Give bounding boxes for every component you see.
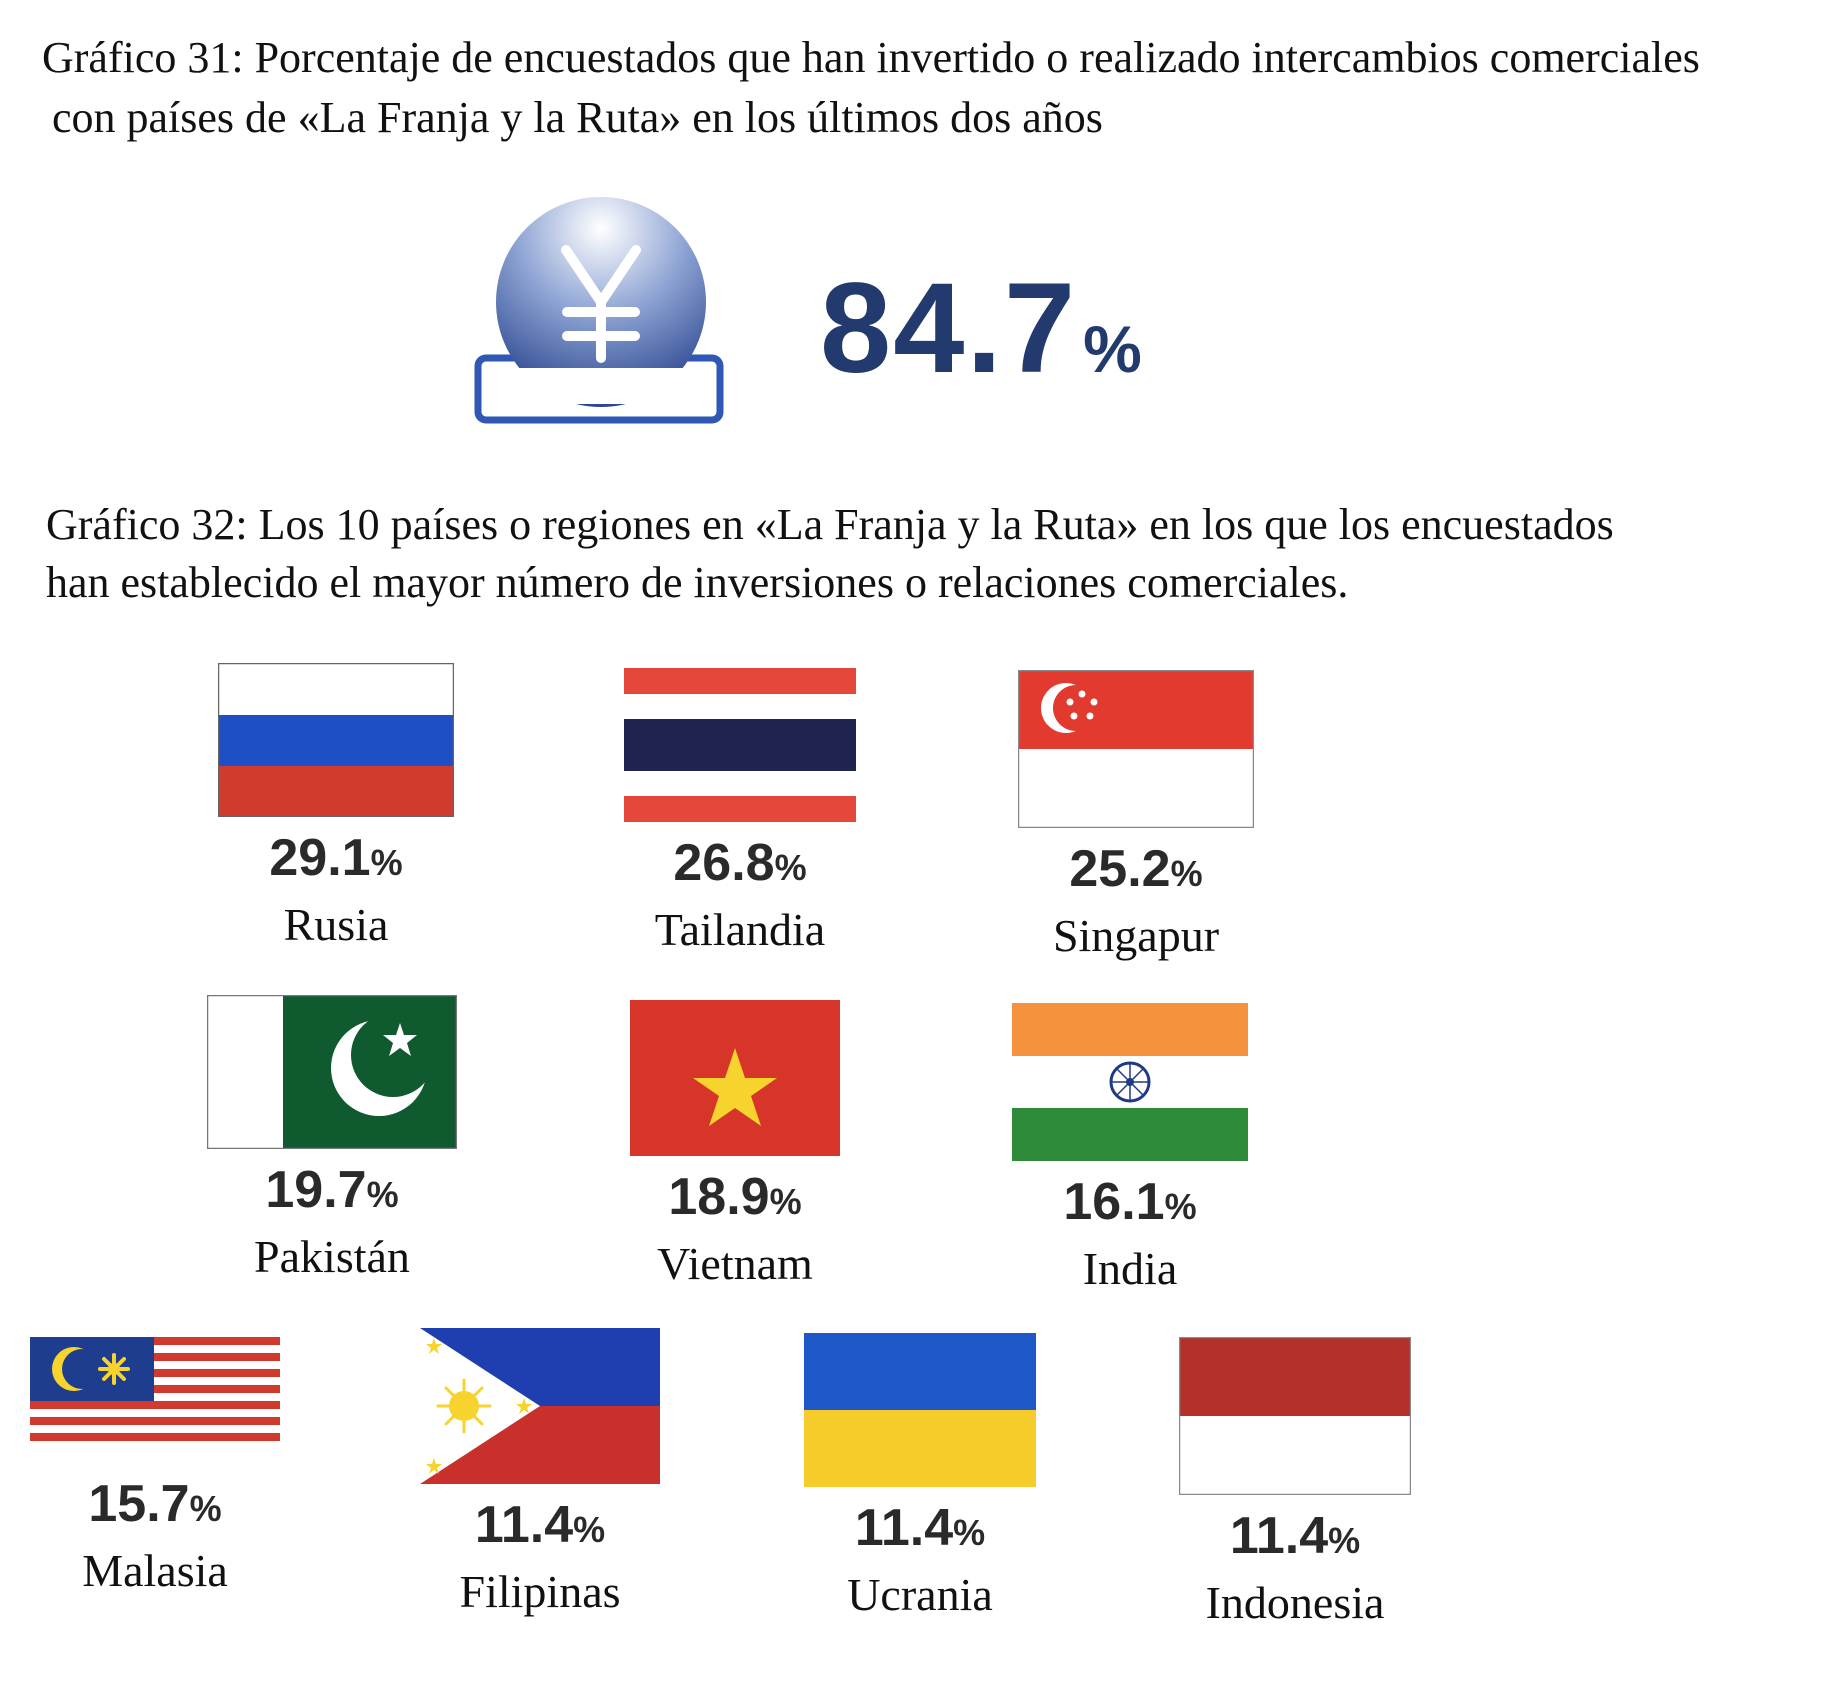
- country-name: India: [1082, 1243, 1178, 1294]
- thailand-flag-icon: [624, 668, 856, 822]
- russia-flag-icon: [218, 663, 454, 817]
- chart31-value-number: 84.7: [820, 257, 1078, 400]
- country-value: 25.2%: [1006, 840, 1266, 903]
- country-value-number: 18.9: [668, 1168, 770, 1226]
- country-item-filipinas: 11.4% Filipinas: [410, 1328, 670, 1619]
- indonesia-flag-icon: [1179, 1337, 1411, 1495]
- country-name: Ucrania: [847, 1569, 993, 1620]
- country-value: 19.7%: [202, 1161, 462, 1224]
- country-value-unit: %: [370, 842, 403, 883]
- vietnam-flag-icon: [630, 1000, 840, 1156]
- country-name: Vietnam: [657, 1238, 813, 1289]
- country-name: Pakistán: [254, 1231, 410, 1282]
- country-value-unit: %: [1328, 1520, 1361, 1561]
- country-name: Malasia: [82, 1545, 228, 1596]
- country-value-unit: %: [774, 847, 807, 888]
- country-name: Indonesia: [1205, 1577, 1385, 1628]
- country-value-number: 15.7: [88, 1475, 190, 1533]
- country-value: 11.4%: [410, 1496, 670, 1559]
- country-value: 29.1%: [206, 829, 466, 892]
- chart32-title-line1: Gráfico 32: Los 10 países o regiones en …: [46, 500, 1614, 549]
- country-value-unit: %: [953, 1512, 986, 1553]
- country-value: 16.1%: [1000, 1173, 1260, 1236]
- country-value-unit: %: [1164, 1186, 1197, 1227]
- country-name: Rusia: [283, 899, 389, 950]
- country-item-ucrania: 11.4% Ucrania: [790, 1333, 1050, 1622]
- country-value-number: 11.4: [1229, 1507, 1329, 1565]
- country-value: 26.8%: [610, 834, 870, 897]
- pakistan-flag-icon: [207, 995, 457, 1149]
- country-value-number: 16.1: [1063, 1173, 1165, 1231]
- country-name: Singapur: [1052, 910, 1220, 961]
- country-value-unit: %: [1170, 853, 1203, 894]
- country-name: Tailandia: [654, 904, 826, 955]
- chart31-title-line1: Gráfico 31: Porcentaje de encuestados qu…: [42, 33, 1700, 82]
- country-item-rusia: 29.1% Rusia: [206, 663, 466, 952]
- country-value: 18.9%: [605, 1168, 865, 1231]
- country-value: 15.7%: [25, 1475, 285, 1538]
- country-value-unit: %: [366, 1174, 399, 1215]
- country-value-unit: %: [573, 1509, 606, 1550]
- country-item-pakistan: 19.7% Pakistán: [202, 995, 462, 1284]
- country-value-number: 25.2: [1069, 840, 1171, 898]
- india-flag-icon: [1012, 1003, 1248, 1161]
- philippines-flag-icon: [420, 1328, 660, 1484]
- country-item-india: 16.1% India: [1000, 1003, 1260, 1296]
- country-value-number: 11.4: [474, 1496, 574, 1554]
- ukraine-flag-icon: [804, 1333, 1036, 1487]
- chart31-title-line2: con países de «La Franja y la Ruta» en l…: [52, 93, 1103, 142]
- country-value-number: 29.1: [269, 829, 371, 887]
- malaysia-flag-icon: [30, 1337, 280, 1451]
- country-name: Filipinas: [459, 1566, 621, 1617]
- country-item-singapur: 25.2% Singapur: [1006, 670, 1266, 963]
- country-item-vietnam: 18.9% Vietnam: [605, 1000, 865, 1291]
- country-item-tailandia: 26.8% Tailandia: [610, 668, 870, 957]
- country-value-number: 26.8: [673, 834, 775, 892]
- chart31-value: 84.7%: [820, 255, 1142, 402]
- yen-coin-icon: [470, 190, 730, 440]
- country-item-indonesia: 11.4% Indonesia: [1165, 1337, 1425, 1630]
- country-value-unit: %: [189, 1488, 222, 1529]
- country-value-number: 11.4: [854, 1499, 954, 1557]
- country-value: 11.4%: [790, 1499, 1050, 1562]
- singapore-flag-icon: [1018, 670, 1254, 828]
- country-value: 11.4%: [1165, 1507, 1425, 1570]
- country-value-unit: %: [769, 1181, 802, 1222]
- country-item-malasia: 15.7% Malasia: [25, 1337, 285, 1598]
- chart32-title-line2: han establecido el mayor número de inver…: [46, 558, 1349, 607]
- country-value-number: 19.7: [265, 1161, 367, 1219]
- chart31-value-unit: %: [1083, 312, 1142, 386]
